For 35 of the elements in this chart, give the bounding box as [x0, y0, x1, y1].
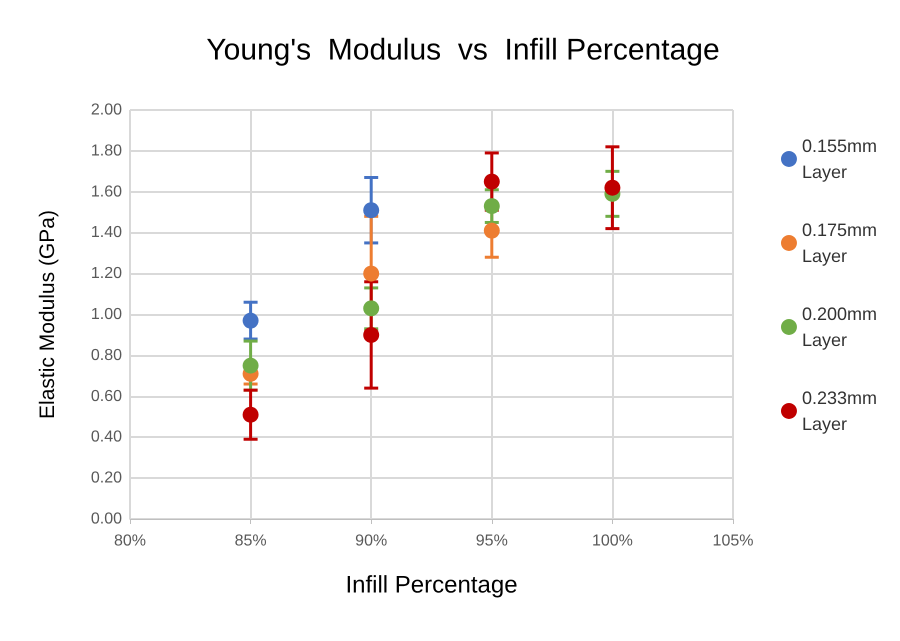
chart-title: Young's Modulus vs Infill Percentage — [206, 34, 720, 66]
x-axis-title: Infill Percentage — [345, 572, 518, 598]
y-tick-label: 1.00 — [90, 306, 122, 323]
point — [242, 312, 259, 329]
x-tick-label: 105% — [712, 532, 754, 550]
point — [363, 326, 380, 343]
x-tick-label: 100% — [592, 532, 633, 550]
point — [242, 358, 259, 374]
y-tick-label: 0.40 — [90, 428, 122, 446]
x-tick-label: 95% — [476, 532, 508, 550]
y-axis-title: Elastic Modulus (GPa) — [36, 210, 59, 419]
legend-label: 0.200mm Layer — [802, 304, 878, 350]
y-tick-label: 1.20 — [90, 265, 122, 282]
y-tick-label: 0.80 — [90, 346, 122, 364]
point — [484, 174, 500, 190]
y-tick-label: 2.00 — [90, 102, 122, 118]
y-tick-label: 1.40 — [90, 224, 122, 242]
x-tick-label: 90% — [355, 532, 388, 550]
y-tick-label: 0.60 — [90, 388, 122, 405]
point — [604, 180, 620, 196]
point — [484, 222, 500, 239]
point — [363, 266, 380, 282]
legend-label: 0.233mm Layer — [802, 388, 878, 434]
point — [363, 300, 380, 316]
y-tick-label: 1.60 — [90, 183, 122, 200]
y-tick-label: 1.80 — [90, 142, 122, 160]
point — [242, 406, 259, 423]
point — [363, 202, 380, 218]
y-tick-label: 0.20 — [90, 470, 122, 487]
point — [484, 198, 500, 214]
x-tick-label: 80% — [114, 532, 146, 550]
legend-label: 0.155mm Layer — [802, 136, 878, 182]
legend-label: 0.175mm Layer — [802, 220, 878, 266]
y-tick-label: 0.00 — [90, 510, 122, 528]
x-tick-label: 85% — [234, 532, 267, 550]
